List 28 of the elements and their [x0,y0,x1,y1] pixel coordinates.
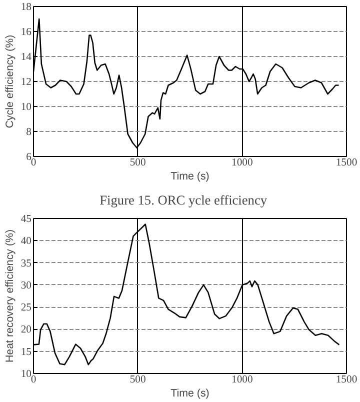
x-tick-label: 0 [30,374,36,386]
x-tick-label: 500 [130,374,146,386]
x-axis-title: Time (s) [170,388,210,400]
y-tick-label: 8 [26,127,32,138]
y-tick-label: 16 [20,27,32,38]
y-axis-title: Heat recovery efficiency (%) [4,229,16,363]
y-tick-label: 25 [20,302,32,314]
x-tick-label: 500 [130,158,146,168]
caption: Figure 15. ORC ycle efficiency [100,192,268,208]
y-tick-label: 30 [20,280,32,292]
y-tick-label: 45 [20,214,32,225]
x-tick-label: 1000 [232,374,253,386]
y-tick-label: 15 [20,346,32,358]
y-tick-label: 40 [20,236,32,248]
y-tick-label: 18 [20,2,32,13]
y-tick-label: 14 [20,52,32,63]
y-tick-label: 10 [20,102,32,113]
y-tick-label: 20 [20,324,32,336]
x-tick-label: 1500 [336,374,358,386]
y-tick-label: 6 [26,152,32,163]
x-tick-label: 1500 [336,158,358,168]
x-tick-label: 0 [30,158,36,168]
y-tick-label: 35 [20,258,32,270]
y-tick-label: 10 [20,369,32,380]
y-tick-label: 12 [20,77,32,88]
x-tick-label: 1000 [232,158,253,168]
y-axis-title: Cycle efficiency (%) [4,34,16,128]
x-axis-title: Time (s) [170,170,210,182]
